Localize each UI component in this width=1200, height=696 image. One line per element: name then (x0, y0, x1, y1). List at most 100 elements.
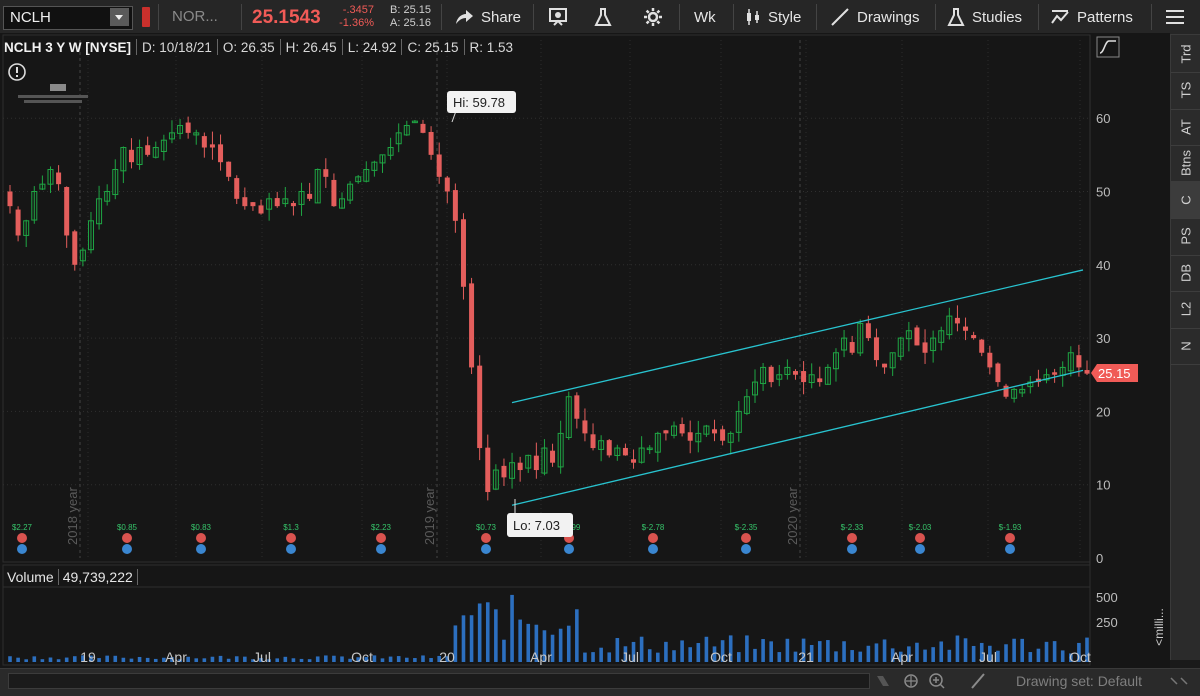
candle (954, 305, 960, 332)
candle (808, 363, 815, 389)
volume-bar (777, 652, 782, 662)
candle (160, 134, 167, 161)
volume-bar (210, 656, 215, 662)
right-tab-ts[interactable]: TS (1171, 72, 1200, 110)
right-tab-at[interactable]: AT (1171, 108, 1200, 146)
dividend-icon (915, 533, 925, 543)
volume-bar (971, 645, 976, 662)
right-tab-l2[interactable]: L2 (1171, 291, 1200, 329)
volume-bar (988, 645, 992, 662)
right-tab-c[interactable]: C (1171, 181, 1200, 219)
timeframe-button[interactable]: Wk (694, 0, 716, 34)
price-channel[interactable] (511, 269, 1084, 506)
volume-bar (283, 656, 288, 662)
time-scrollbar[interactable] (8, 673, 870, 689)
candle (501, 458, 507, 486)
drawing-set-label[interactable]: Drawing set: Default (1016, 673, 1143, 689)
candle (363, 161, 370, 183)
price-chart[interactable]: 2018 year 2019 year 2020 year 0 10 20 30 40 50 6… (0, 33, 1170, 668)
right-tab-ps[interactable]: PS (1171, 218, 1200, 256)
volume-bar (145, 657, 150, 662)
style-button[interactable]: Style (745, 0, 801, 34)
year-label: 2019 year (422, 487, 437, 545)
candle (485, 434, 491, 501)
candle (39, 175, 46, 191)
candle (832, 348, 839, 382)
time-tick-label: Oct (1069, 649, 1091, 665)
settings-button[interactable] (643, 0, 663, 34)
candle (266, 192, 273, 221)
drawing-set-toggle[interactable] (1165, 673, 1195, 689)
alert-flag-icon[interactable] (142, 7, 150, 27)
time-tick-label: 19 (80, 649, 96, 665)
volume-bar (939, 641, 944, 662)
candle (31, 186, 38, 224)
share-button[interactable]: Share (454, 0, 521, 34)
drawings-button[interactable]: Drawings (830, 0, 920, 34)
percent-change: -1.36% (339, 17, 374, 29)
volume-bar (32, 656, 37, 662)
volume-bar (372, 655, 377, 662)
candle (395, 123, 402, 153)
volume-bar (421, 655, 425, 662)
right-tab-db[interactable]: DB (1171, 254, 1200, 292)
volume-bar (866, 645, 871, 662)
volume-bar (218, 655, 223, 662)
volume-bar (178, 659, 182, 662)
chart-menu-button[interactable] (1164, 0, 1186, 34)
price-tick-label: 60 (1096, 111, 1110, 126)
flask-button[interactable] (594, 0, 612, 34)
candle (914, 325, 920, 346)
crosshair-style-icon[interactable] (1096, 36, 1120, 58)
zoom-controls[interactable] (874, 672, 1004, 690)
candle (622, 443, 628, 456)
volume-bar (688, 647, 693, 662)
chart-settings-icon-button[interactable] (548, 0, 570, 34)
volume-bar (105, 655, 109, 662)
volume-bar (793, 651, 798, 662)
earnings-icon (286, 544, 296, 554)
earnings-value: $-2.33 (841, 523, 864, 532)
info-close: C: 25.15 (407, 39, 459, 55)
candle (760, 362, 767, 391)
candle (1011, 387, 1018, 403)
right-tab-btns[interactable]: Btns (1171, 145, 1200, 183)
info-circle-icon[interactable] (8, 63, 26, 81)
symbol-description: NOR... (172, 8, 218, 25)
candle (1003, 383, 1009, 399)
candle (995, 362, 1001, 387)
studies-button[interactable]: Studies (947, 0, 1022, 34)
candle (882, 363, 888, 374)
candle (323, 158, 329, 188)
volume-bar (251, 659, 255, 662)
earnings-marker: $1.3 (283, 523, 299, 554)
candle (1067, 346, 1074, 377)
volume-bar (963, 638, 968, 662)
zoom-reset-icon[interactable] (904, 674, 918, 688)
earnings-value: $-2.35 (735, 523, 758, 532)
time-tick-label: 20 (439, 649, 455, 665)
volume-bar (947, 649, 952, 662)
patterns-button[interactable]: Patterns (1050, 0, 1133, 34)
volume-bar (753, 648, 757, 662)
volume-bar (817, 641, 822, 662)
right-tab-n[interactable]: N (1171, 327, 1200, 365)
volume-bar (404, 657, 409, 662)
dividend-icon (1005, 533, 1015, 543)
candle (112, 159, 119, 200)
pan-icon[interactable] (877, 676, 889, 686)
earnings-icon (481, 544, 491, 554)
right-tab-trd[interactable]: Trd (1171, 35, 1200, 73)
candle (646, 445, 653, 455)
earnings-markers[interactable]: $2.27$0.85$0.83$1.3$2.23$0.73$-2.99$-2.7… (12, 523, 1022, 554)
symbol-dropdown-button[interactable] (110, 8, 129, 26)
candle (331, 173, 337, 207)
right-tab-label: L2 (1178, 301, 1194, 317)
volume-bar (769, 641, 773, 662)
zoom-in-icon[interactable] (929, 673, 945, 689)
zoom-out-icon[interactable] (971, 673, 985, 689)
volume-bar (226, 658, 231, 662)
company-logo (18, 84, 88, 103)
patterns-icon (1051, 10, 1069, 24)
symbol-text[interactable]: NCLH (10, 9, 51, 26)
